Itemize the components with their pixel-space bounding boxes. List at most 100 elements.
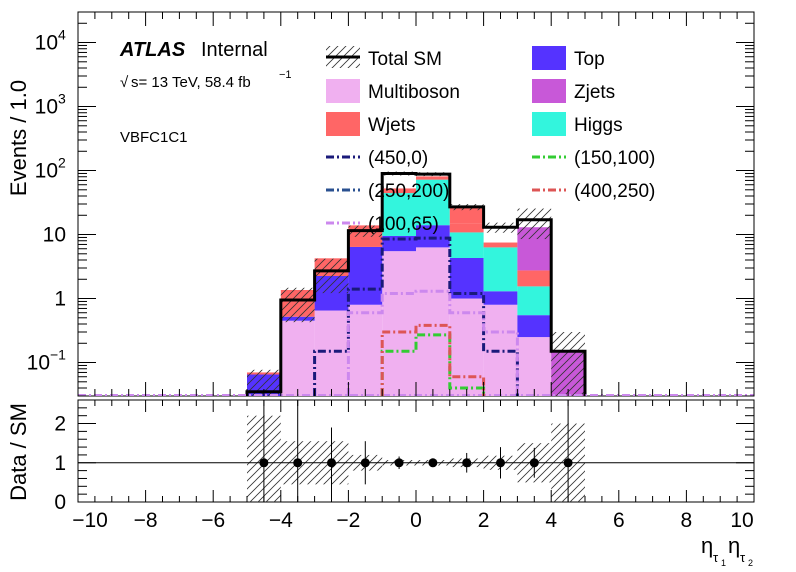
y-tick-label: 10 <box>27 352 50 375</box>
x-tick-label: −8 <box>134 509 158 532</box>
legend-label: Multiboson <box>368 82 460 103</box>
legend-swatch-multiboson <box>326 79 360 103</box>
y-tick-label: 1 <box>54 288 66 311</box>
ratio-point <box>327 458 336 468</box>
x-axis-label-eta2: η <box>728 533 740 558</box>
signal-line <box>380 323 486 396</box>
ratio-panel: 0 1 2 <box>54 399 755 514</box>
legend-label: (250,200) <box>368 181 449 202</box>
ratio-y-tick-label: 1 <box>54 452 66 475</box>
ratio-point <box>394 458 404 468</box>
atlas-status-text: Internal <box>201 39 268 61</box>
y-tick-exponent: 2 <box>58 155 66 171</box>
stack-bar-top <box>382 235 416 252</box>
ratio-axes: 0 1 2 <box>54 400 755 514</box>
legend-label: (100,65) <box>368 214 439 235</box>
y-tick-label: 10 <box>43 224 66 247</box>
ratio-points <box>259 400 573 502</box>
stack-bar-multiboson <box>280 320 315 396</box>
x-axis-label-tau1-sub: 1 <box>721 558 726 568</box>
legend-label: (450,0) <box>368 148 428 169</box>
legend-label: Total SM <box>368 49 442 70</box>
legend-label: Top <box>574 49 605 70</box>
x-tick-label: 6 <box>613 509 625 532</box>
y-tick-exponent: −1 <box>50 347 66 363</box>
ratio-point <box>563 458 573 468</box>
x-axis-label-tau2: τ <box>740 550 746 565</box>
stack-bar-wjets <box>382 188 416 194</box>
stack-bar-wjets <box>449 207 484 224</box>
stack-bar-top <box>416 225 450 248</box>
x-tick-label: −2 <box>336 509 360 532</box>
stack-bar-multiboson <box>416 247 450 396</box>
stack-bar-top <box>449 257 484 299</box>
stack-bar-top <box>517 315 552 338</box>
legend-swatch-top <box>532 46 566 70</box>
ratio-point <box>360 458 370 468</box>
ratio-panel-frame <box>77 399 755 503</box>
x-tick-label: −10 <box>72 509 108 532</box>
ratio-point <box>428 458 438 468</box>
y-tick-label: 10 <box>35 96 58 119</box>
stack-bar-higgs <box>517 286 552 316</box>
x-tick-label: −6 <box>201 509 225 532</box>
ratio-y-tick-label: 2 <box>54 413 66 436</box>
stack-bar-higgs <box>382 193 416 236</box>
stack-bar-multiboson <box>314 310 349 396</box>
x-tick-label: 0 <box>410 509 422 532</box>
x-axis-label: η τ 1 η τ 2 <box>701 533 753 568</box>
legend-label: Higgs <box>574 115 623 136</box>
x-axis: −10 −8 −6 −4 −2 0 2 4 6 8 10 <box>72 509 753 532</box>
stack-bar-higgs <box>483 247 518 292</box>
y-tick-label: 10 <box>35 32 58 55</box>
x-tick-label: 4 <box>545 509 557 532</box>
stack-bar-multiboson <box>517 337 552 396</box>
y-tick-label: 10 <box>35 160 58 183</box>
ratio-point <box>293 458 303 468</box>
legend-swatch-zjets <box>532 79 566 103</box>
legend-label: (150,100) <box>574 148 655 169</box>
region-label: VBFC1C1 <box>120 129 188 146</box>
y-axis-label-top: Events / 1.0 <box>6 80 31 196</box>
stack-bar-wjets <box>416 176 450 180</box>
x-axis-label-eta1: η <box>701 533 713 558</box>
legend: Total SM Top Multiboson Zjets Wjets Higgs (450… <box>326 46 655 235</box>
total-sm-line <box>245 171 587 396</box>
total-sm-histogram <box>245 171 587 396</box>
x-tick-label: 8 <box>681 509 693 532</box>
stack-bar-wjets <box>517 270 552 287</box>
atlas-label: ATLAS Internal <box>119 39 268 61</box>
x-axis-label-tau2-sub: 2 <box>748 558 753 568</box>
ratio-point <box>259 458 269 468</box>
legend-swatch-higgs <box>532 112 566 136</box>
ratio-uncertainty-band <box>78 415 754 502</box>
total-sm-uncertainty <box>517 208 552 240</box>
energy-label: √ s= 13 TeV, 58.4 fb −1 <box>120 69 292 91</box>
total-sm-uncertainty <box>314 258 349 294</box>
x-tick-label: 10 <box>730 509 753 532</box>
stack-bar-top <box>483 291 518 305</box>
stack-bar-wjets <box>449 223 484 233</box>
legend-label: Zjets <box>574 82 615 103</box>
ratio-point <box>496 458 505 468</box>
stack-bar-multiboson <box>449 298 484 396</box>
ratio-y-tick-label: 0 <box>54 491 66 514</box>
legend-swatch-wjets <box>326 112 360 136</box>
y-tick-exponent: 3 <box>58 91 66 107</box>
x-axis-label-tau1: τ <box>713 550 719 565</box>
total-sm-uncertainty <box>551 332 585 396</box>
sqrt-symbol: √ <box>120 74 129 91</box>
y-axis-label-bottom: Data / SM <box>6 403 31 501</box>
y-tick-exponent: 4 <box>58 27 66 43</box>
ratio-point <box>462 458 472 468</box>
legend-label: (400,250) <box>574 181 655 202</box>
atlas-bold-text: ATLAS <box>119 39 186 61</box>
ratio-point <box>529 458 539 468</box>
stack-bar-higgs <box>449 232 484 258</box>
legend-label: Wjets <box>368 115 416 136</box>
stack-bar-top <box>348 246 383 305</box>
stack-bar-multiboson <box>382 251 416 396</box>
signal-line <box>380 333 486 396</box>
